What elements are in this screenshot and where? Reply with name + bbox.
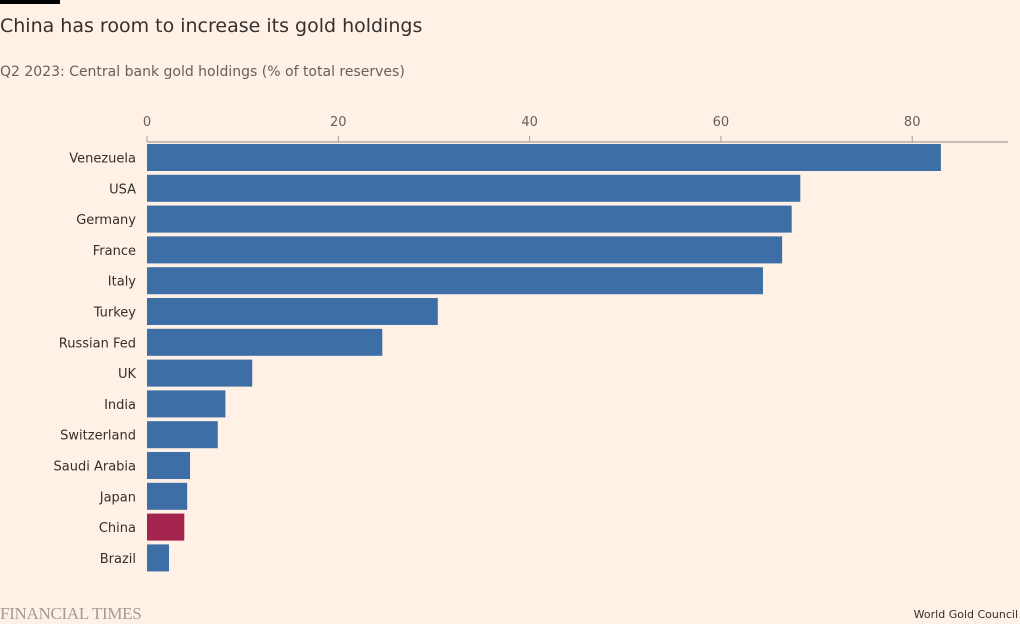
category-label: USA (109, 182, 136, 197)
category-label: France (93, 244, 136, 259)
bar-china (147, 513, 185, 541)
bars (147, 144, 941, 572)
category-label: Turkey (93, 306, 137, 321)
bar-italy (147, 267, 763, 295)
ft-logo: FINANCIAL TIMES (0, 604, 142, 623)
bar-india (147, 390, 226, 418)
category-label: Brazil (100, 552, 136, 567)
category-label: Switzerland (60, 429, 136, 444)
category-label: Russian Fed (59, 336, 136, 351)
source-note: World Gold Council (913, 608, 1018, 621)
x-tick-label: 80 (904, 115, 921, 130)
x-tick-label: 20 (330, 115, 347, 130)
category-label: Italy (108, 275, 137, 290)
bar-russian-fed (147, 328, 383, 356)
bar-saudi-arabia (147, 452, 191, 479)
category-labels: Venezuela USA Germany France Italy Turkey Russ… (54, 152, 137, 567)
bar-switzerland (147, 421, 218, 449)
bar-germany (147, 205, 792, 233)
category-label: China (99, 521, 136, 536)
x-tick-label: 0 (143, 115, 151, 130)
category-label: Germany (76, 213, 136, 228)
category-label: UK (118, 367, 137, 382)
bar-venezuela (147, 144, 941, 171)
category-label: Saudi Arabia (54, 460, 137, 475)
category-label: Venezuela (69, 152, 136, 167)
chart-subtitle: Q2 2023: Central bank gold holdings (% o… (0, 64, 405, 80)
bar-uk (147, 359, 253, 387)
x-tick-label: 40 (521, 115, 538, 130)
chart-title: China has room to increase its gold hold… (0, 15, 423, 37)
bar-usa (147, 174, 801, 202)
x-tick-label: 60 (713, 115, 730, 130)
bar-brazil (147, 544, 169, 572)
category-label: India (104, 398, 136, 413)
bar-japan (147, 482, 188, 510)
bar-turkey (147, 298, 438, 325)
x-axis: 0 20 40 60 80 (143, 115, 1008, 143)
bar-france (147, 236, 783, 264)
category-label: Japan (99, 490, 136, 505)
top-accent-bar (0, 0, 60, 4)
